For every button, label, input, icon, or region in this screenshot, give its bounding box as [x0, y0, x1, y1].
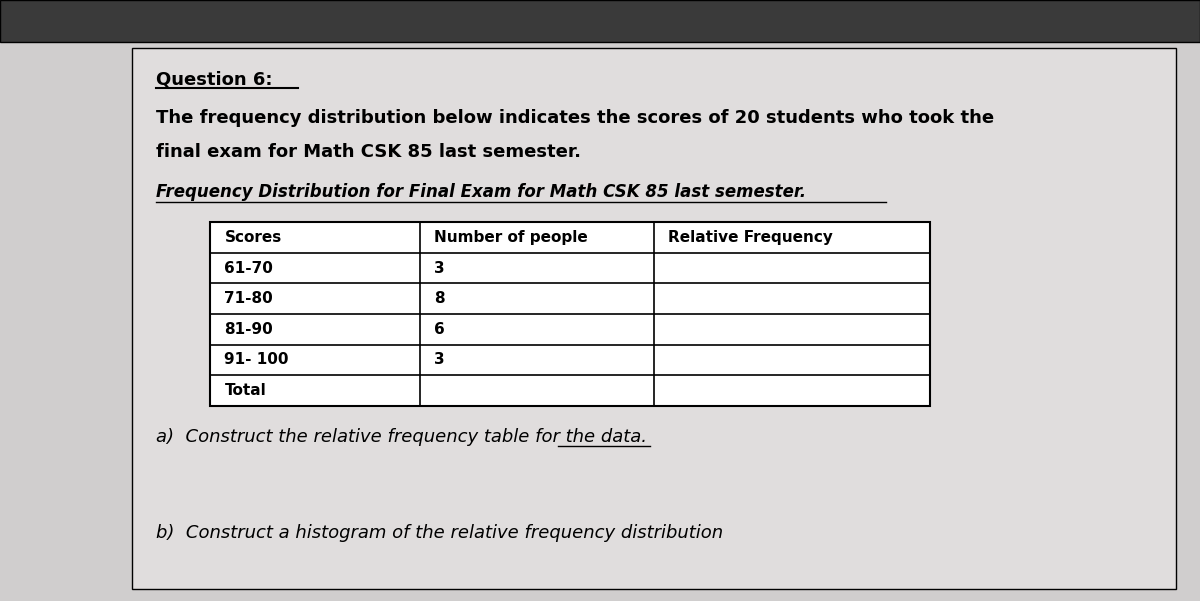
- Text: b)  Construct a histogram of the relative frequency distribution: b) Construct a histogram of the relative…: [156, 524, 724, 542]
- Text: 6: 6: [434, 322, 445, 337]
- Text: Frequency Distribution for Final Exam for Math CSK 85 last semester.: Frequency Distribution for Final Exam fo…: [156, 183, 806, 201]
- Text: Number of people: Number of people: [434, 230, 588, 245]
- Text: Relative Frequency: Relative Frequency: [668, 230, 833, 245]
- Text: 8: 8: [434, 291, 445, 307]
- Text: Scores: Scores: [224, 230, 282, 245]
- Text: final exam for Math CSK 85 last semester.: final exam for Math CSK 85 last semester…: [156, 144, 581, 162]
- Text: 61-70: 61-70: [224, 261, 274, 276]
- Text: 81-90: 81-90: [224, 322, 274, 337]
- Text: a)  Construct the relative frequency table for the data.: a) Construct the relative frequency tabl…: [156, 428, 647, 446]
- Text: 3: 3: [434, 261, 445, 276]
- Text: 3: 3: [434, 352, 445, 367]
- Text: Question 6:: Question 6:: [156, 70, 272, 88]
- Text: 71-80: 71-80: [224, 291, 274, 307]
- Text: 91- 100: 91- 100: [224, 352, 289, 367]
- Text: The frequency distribution below indicates the scores of 20 students who took th: The frequency distribution below indicat…: [156, 109, 994, 127]
- Text: Total: Total: [224, 383, 266, 398]
